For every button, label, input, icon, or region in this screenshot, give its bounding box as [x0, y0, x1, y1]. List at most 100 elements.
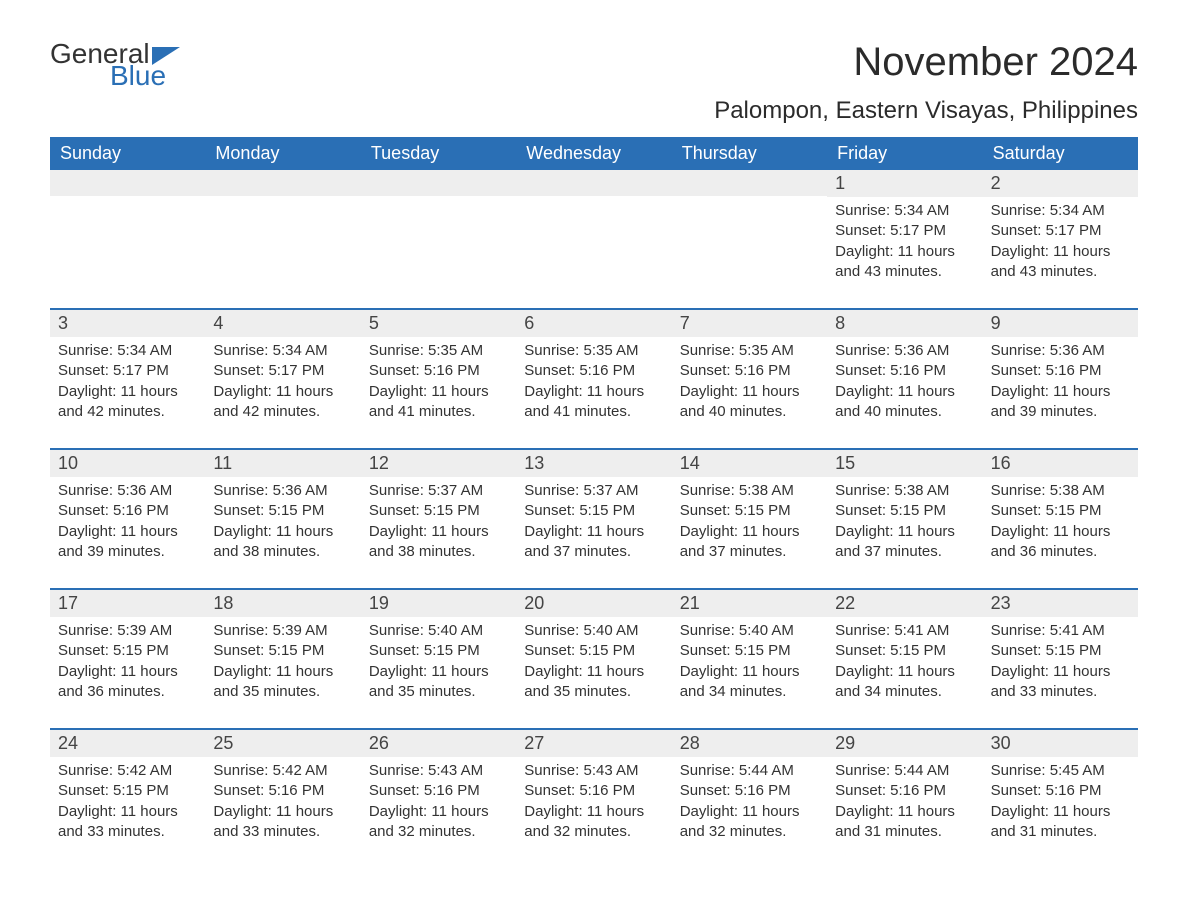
sunrise-line: Sunrise: 5:39 AM [58, 621, 197, 641]
day-body: Sunrise: 5:40 AMSunset: 5:15 PMDaylight:… [516, 617, 671, 710]
calendar: SundayMondayTuesdayWednesdayThursdayFrid… [50, 137, 1138, 850]
day-body: Sunrise: 5:43 AMSunset: 5:16 PMDaylight:… [516, 757, 671, 850]
daylight-line: Daylight: 11 hours and 43 minutes. [835, 242, 974, 283]
sunrise-line: Sunrise: 5:34 AM [58, 341, 197, 361]
sunset-line: Sunset: 5:15 PM [369, 641, 508, 661]
day-body: Sunrise: 5:34 AMSunset: 5:17 PMDaylight:… [827, 197, 982, 290]
daylight-line: Daylight: 11 hours and 31 minutes. [991, 802, 1130, 843]
day-body: Sunrise: 5:36 AMSunset: 5:15 PMDaylight:… [205, 477, 360, 570]
sunrise-line: Sunrise: 5:45 AM [991, 761, 1130, 781]
day-header: Tuesday [361, 137, 516, 170]
day-cell: 1Sunrise: 5:34 AMSunset: 5:17 PMDaylight… [827, 170, 982, 290]
daylight-line: Daylight: 11 hours and 39 minutes. [991, 382, 1130, 423]
day-number [672, 170, 827, 196]
day-cell: 23Sunrise: 5:41 AMSunset: 5:15 PMDayligh… [983, 590, 1138, 710]
sunrise-line: Sunrise: 5:40 AM [369, 621, 508, 641]
sunset-line: Sunset: 5:15 PM [835, 501, 974, 521]
day-body: Sunrise: 5:36 AMSunset: 5:16 PMDaylight:… [983, 337, 1138, 430]
day-number [516, 170, 671, 196]
sunrise-line: Sunrise: 5:36 AM [58, 481, 197, 501]
day-cell: 9Sunrise: 5:36 AMSunset: 5:16 PMDaylight… [983, 310, 1138, 430]
sunset-line: Sunset: 5:15 PM [991, 501, 1130, 521]
day-header: Thursday [672, 137, 827, 170]
sunrise-line: Sunrise: 5:35 AM [680, 341, 819, 361]
day-number: 15 [827, 450, 982, 477]
day-cell: 3 Sunrise: 5:34 AMSunset: 5:17 PMDaylight… [50, 310, 205, 430]
sunrise-line: Sunrise: 5:38 AM [680, 481, 819, 501]
day-header: Monday [205, 137, 360, 170]
day-cell: 27Sunrise: 5:43 AMSunset: 5:16 PMDayligh… [516, 730, 671, 850]
day-body: Sunrise: 5:42 AMSunset: 5:16 PMDaylight:… [205, 757, 360, 850]
daylight-line: Daylight: 11 hours and 31 minutes. [835, 802, 974, 843]
sunset-line: Sunset: 5:15 PM [524, 641, 663, 661]
daylight-line: Daylight: 11 hours and 33 minutes. [991, 662, 1130, 703]
daylight-line: Daylight: 11 hours and 35 minutes. [524, 662, 663, 703]
sunrise-line: Sunrise: 5:35 AM [524, 341, 663, 361]
header-row: General Blue November 2024 Palompon, Eas… [50, 40, 1138, 125]
day-body: Sunrise: 5:44 AMSunset: 5:16 PMDaylight:… [827, 757, 982, 850]
day-body: Sunrise: 5:42 AMSunset: 5:15 PMDaylight:… [50, 757, 205, 850]
sunset-line: Sunset: 5:15 PM [680, 641, 819, 661]
day-number: 8 [827, 310, 982, 337]
daylight-line: Daylight: 11 hours and 38 minutes. [213, 522, 352, 563]
day-number: 25 [205, 730, 360, 757]
day-cell: 8Sunrise: 5:36 AMSunset: 5:16 PMDaylight… [827, 310, 982, 430]
day-number: 17 [50, 590, 205, 617]
sunset-line: Sunset: 5:16 PM [991, 781, 1130, 801]
day-number: 27 [516, 730, 671, 757]
sunset-line: Sunset: 5:16 PM [524, 361, 663, 381]
week-row: 3Sunrise: 5:34 AMSunset: 5:17 PMDaylight… [50, 308, 1138, 430]
day-body: Sunrise: 5:40 AMSunset: 5:15 PMDaylight:… [672, 617, 827, 710]
daylight-line: Daylight: 11 hours and 39 minutes. [58, 522, 197, 563]
sunset-line: Sunset: 5:16 PM [524, 781, 663, 801]
sunset-line: Sunset: 5:15 PM [524, 501, 663, 521]
sunset-line: Sunset: 5:16 PM [835, 781, 974, 801]
daylight-line: Daylight: 11 hours and 37 minutes. [680, 522, 819, 563]
daylight-line: Daylight: 11 hours and 43 minutes. [991, 242, 1130, 283]
day-body: Sunrise: 5:44 AMSunset: 5:16 PMDaylight:… [672, 757, 827, 850]
day-number: 26 [361, 730, 516, 757]
sunset-line: Sunset: 5:17 PM [58, 361, 197, 381]
day-number: 14 [672, 450, 827, 477]
day-number: 7 [672, 310, 827, 337]
day-number: 10 [50, 450, 205, 477]
day-number: 11 [205, 450, 360, 477]
day-cell: 19Sunrise: 5:40 AMSunset: 5:15 PMDayligh… [361, 590, 516, 710]
daylight-line: Daylight: 11 hours and 36 minutes. [991, 522, 1130, 563]
sunset-line: Sunset: 5:15 PM [213, 501, 352, 521]
daylight-line: Daylight: 11 hours and 41 minutes. [524, 382, 663, 423]
sunrise-line: Sunrise: 5:34 AM [213, 341, 352, 361]
daylight-line: Daylight: 11 hours and 40 minutes. [680, 382, 819, 423]
sunset-line: Sunset: 5:15 PM [835, 641, 974, 661]
sunrise-line: Sunrise: 5:34 AM [835, 201, 974, 221]
day-number: 28 [672, 730, 827, 757]
day-cell [361, 170, 516, 290]
day-body: Sunrise: 5:36 AMSunset: 5:16 PMDaylight:… [827, 337, 982, 430]
day-cell: 17Sunrise: 5:39 AMSunset: 5:15 PMDayligh… [50, 590, 205, 710]
day-number: 5 [361, 310, 516, 337]
day-cell: 18Sunrise: 5:39 AMSunset: 5:15 PMDayligh… [205, 590, 360, 710]
day-body: Sunrise: 5:38 AMSunset: 5:15 PMDaylight:… [827, 477, 982, 570]
day-number: 3 [50, 310, 205, 337]
day-cell: 5Sunrise: 5:35 AMSunset: 5:16 PMDaylight… [361, 310, 516, 430]
daylight-line: Daylight: 11 hours and 35 minutes. [213, 662, 352, 703]
day-number: 20 [516, 590, 671, 617]
day-body: Sunrise: 5:38 AMSunset: 5:15 PMDaylight:… [672, 477, 827, 570]
week-row: 1Sunrise: 5:34 AMSunset: 5:17 PMDaylight… [50, 170, 1138, 290]
day-cell: 10Sunrise: 5:36 AMSunset: 5:16 PMDayligh… [50, 450, 205, 570]
day-cell: 16Sunrise: 5:38 AMSunset: 5:15 PMDayligh… [983, 450, 1138, 570]
daylight-line: Daylight: 11 hours and 41 minutes. [369, 382, 508, 423]
day-cell [50, 170, 205, 290]
day-body: Sunrise: 5:35 AMSunset: 5:16 PMDaylight:… [672, 337, 827, 430]
sunrise-line: Sunrise: 5:44 AM [835, 761, 974, 781]
day-cell: 7Sunrise: 5:35 AMSunset: 5:16 PMDaylight… [672, 310, 827, 430]
daylight-line: Daylight: 11 hours and 42 minutes. [58, 382, 197, 423]
weeks-container: 1Sunrise: 5:34 AMSunset: 5:17 PMDaylight… [50, 170, 1138, 850]
day-number: 12 [361, 450, 516, 477]
day-cell: 11Sunrise: 5:36 AMSunset: 5:15 PMDayligh… [205, 450, 360, 570]
day-body: Sunrise: 5:35 AMSunset: 5:16 PMDaylight:… [361, 337, 516, 430]
day-cell: 13Sunrise: 5:37 AMSunset: 5:15 PMDayligh… [516, 450, 671, 570]
sunrise-line: Sunrise: 5:39 AM [213, 621, 352, 641]
day-cell: 30Sunrise: 5:45 AMSunset: 5:16 PMDayligh… [983, 730, 1138, 850]
day-number: 18 [205, 590, 360, 617]
